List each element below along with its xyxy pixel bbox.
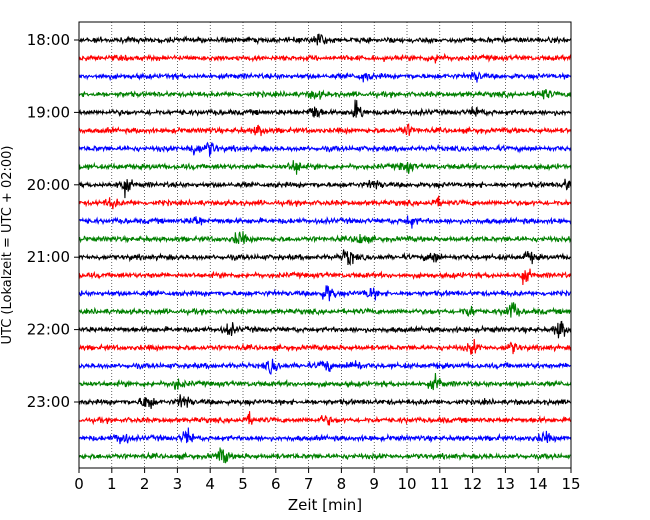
trace-2145 xyxy=(78,302,572,318)
x-tick-label: 4 xyxy=(205,475,215,493)
x-tick-label: 1 xyxy=(107,475,117,493)
trace-2345 xyxy=(78,447,572,464)
trace-2230 xyxy=(78,358,572,375)
trace-2030 xyxy=(78,215,572,229)
x-tick-label: 13 xyxy=(496,475,515,493)
x-tick-label: 10 xyxy=(397,475,416,493)
traces xyxy=(78,33,572,464)
trace-2015 xyxy=(78,195,572,210)
x-tick-label: 3 xyxy=(173,475,183,493)
x-tick-label: 15 xyxy=(561,475,580,493)
trace-1815 xyxy=(78,52,572,64)
x-tick-label: 5 xyxy=(238,475,248,493)
y-axis: 18:00 19:00 20:00 21:00 22:00 23:00 xyxy=(27,31,79,411)
trace-2130 xyxy=(78,285,572,302)
x-tick-label: 12 xyxy=(463,475,482,493)
trace-2115 xyxy=(78,268,572,285)
x-axis: 0 1 2 3 4 5 6 7 8 9 10 11 12 13 14 15 xyxy=(74,468,581,493)
trace-2215 xyxy=(78,339,572,355)
x-tick-label: 6 xyxy=(271,475,281,493)
trace-1945 xyxy=(78,160,572,175)
trace-2330 xyxy=(78,427,572,445)
trace-2245 xyxy=(78,373,572,391)
y-tick-label: 22:00 xyxy=(27,321,70,339)
x-tick-label: 9 xyxy=(369,475,379,493)
x-axis-label: Zeit [min] xyxy=(288,496,362,514)
x-tick-label: 0 xyxy=(74,475,84,493)
trace-2045 xyxy=(78,231,572,245)
trace-2200 xyxy=(78,320,572,339)
y-axis-label: UTC (Lokalzeit = UTC + 02:00) xyxy=(0,146,15,345)
y-tick-label: 18:00 xyxy=(27,31,70,49)
y-tick-label: 23:00 xyxy=(27,393,70,411)
y-tick-label: 19:00 xyxy=(27,103,70,121)
trace-2000 xyxy=(78,178,572,199)
trace-1900 xyxy=(78,99,572,119)
trace-2100 xyxy=(78,249,572,267)
trace-1845 xyxy=(78,89,572,100)
y-tick-label: 20:00 xyxy=(27,176,70,194)
x-tick-label: 11 xyxy=(430,475,449,493)
trace-1915 xyxy=(78,123,572,137)
plot-area xyxy=(79,22,571,468)
x-tick-label: 14 xyxy=(529,475,548,493)
trace-1830 xyxy=(78,71,572,83)
plot-frame xyxy=(78,21,572,469)
x-tick-label: 8 xyxy=(337,475,347,493)
trace-1800 xyxy=(78,33,572,46)
trace-2315 xyxy=(78,411,572,426)
x-tick-label: 7 xyxy=(304,475,314,493)
trace-2300 xyxy=(78,394,572,409)
x-tick-label: 2 xyxy=(140,475,150,493)
trace-1930 xyxy=(78,141,572,157)
grid xyxy=(111,22,539,468)
y-tick-label: 21:00 xyxy=(27,248,70,266)
